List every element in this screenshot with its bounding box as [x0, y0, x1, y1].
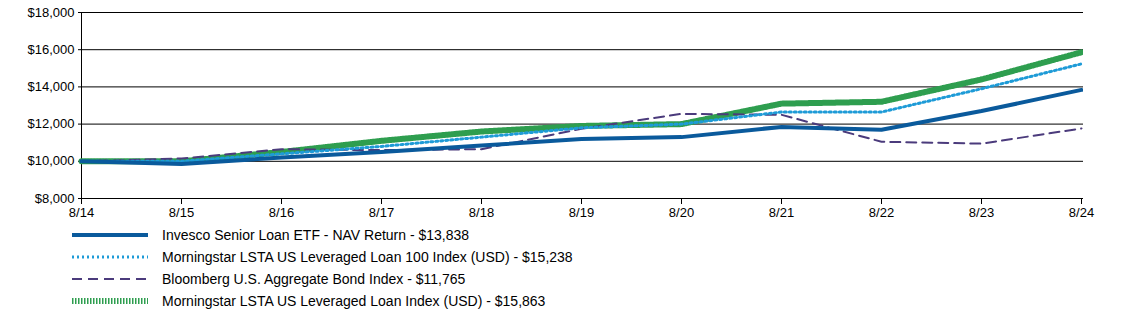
svg-text:$10,000: $10,000	[28, 153, 75, 168]
svg-text:8/22: 8/22	[869, 205, 894, 220]
html-text:Morningstar LSTA US Leveraged: Morningstar LSTA US Leveraged Loan 100 I…	[162, 249, 573, 265]
html-text:Morningstar LSTA US Leveraged: Morningstar LSTA US Leveraged Loan Index…	[162, 293, 546, 309]
svg-text:8/17: 8/17	[369, 205, 394, 220]
svg-text:8/14: 8/14	[69, 205, 94, 220]
svg-text:$16,000: $16,000	[28, 42, 75, 57]
svg-text:8/23: 8/23	[969, 205, 994, 220]
svg-text:$14,000: $14,000	[28, 79, 75, 94]
svg-text:8/21: 8/21	[769, 205, 794, 220]
svg-text:$18,000: $18,000	[28, 5, 75, 20]
html-text:Bloomberg U.S. Aggregate Bond: Bloomberg U.S. Aggregate Bond Index - $1…	[162, 271, 466, 287]
svg-text:8/20: 8/20	[669, 205, 694, 220]
html-text:Invesco Senior Loan ETF - NAV: Invesco Senior Loan ETF - NAV Return - $…	[162, 227, 470, 243]
svg-text:8/24: 8/24	[1069, 205, 1094, 220]
svg-text:$8,000: $8,000	[35, 191, 75, 206]
svg-text:8/15: 8/15	[169, 205, 194, 220]
svg-text:8/16: 8/16	[269, 205, 294, 220]
svg-text:8/19: 8/19	[569, 205, 594, 220]
svg-text:$12,000: $12,000	[28, 116, 75, 131]
svg-text:8/18: 8/18	[469, 205, 494, 220]
